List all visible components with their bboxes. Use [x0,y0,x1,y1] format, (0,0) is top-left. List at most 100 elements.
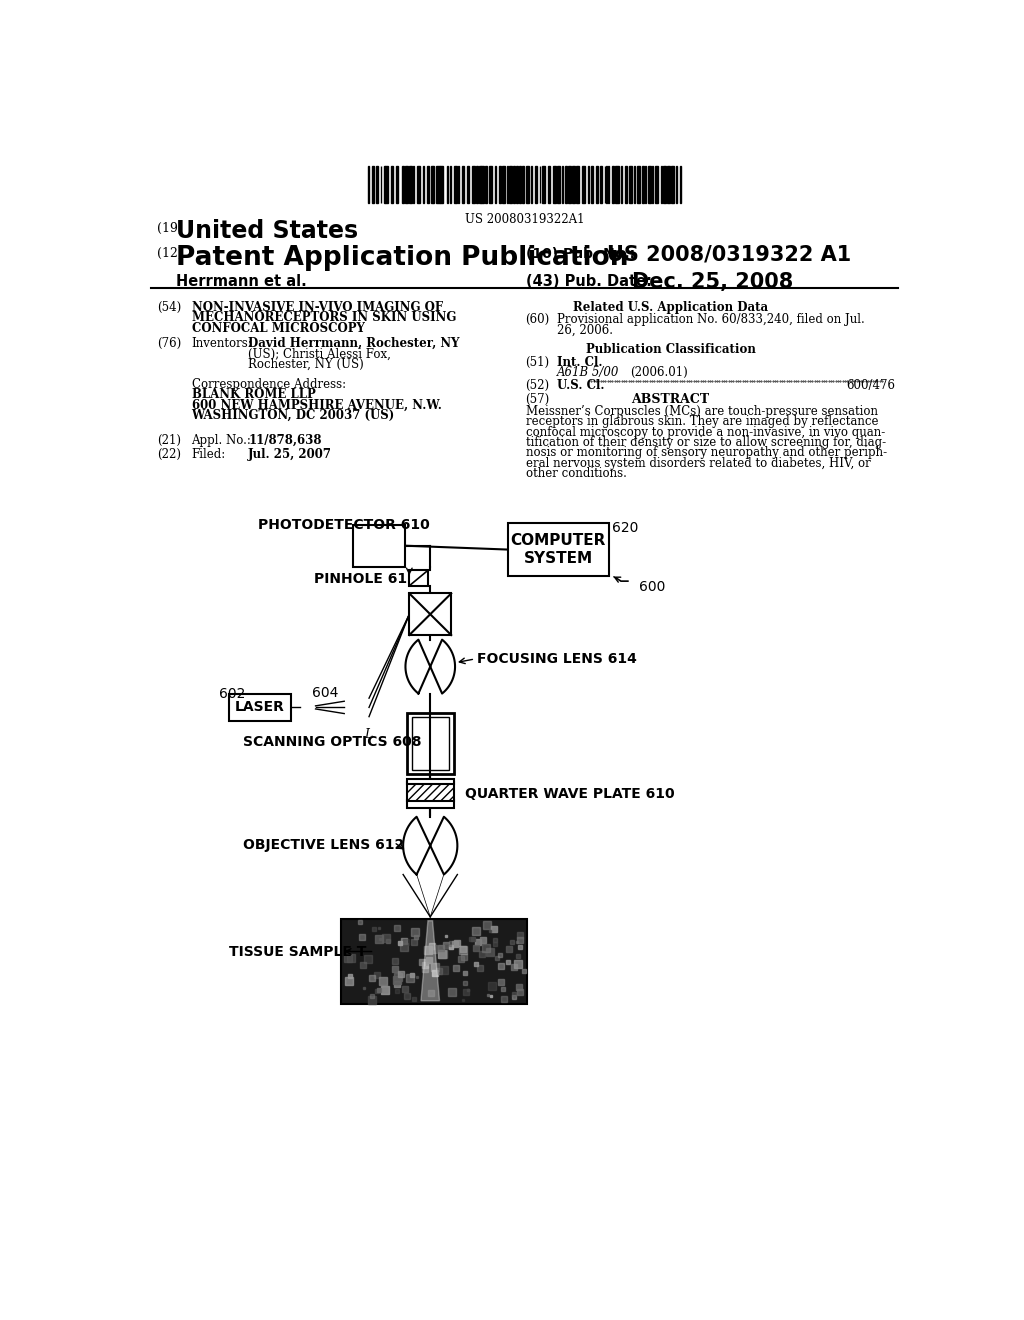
Text: confocal microscopy to provide a non-invasive, in vivo quan-: confocal microscopy to provide a non-inv… [525,425,885,438]
Text: (57): (57) [525,393,550,407]
Bar [476,166,477,203]
Text: 11/878,638: 11/878,638 [248,434,322,447]
Text: (43) Pub. Date:: (43) Pub. Date: [525,275,651,289]
Bar [568,166,571,203]
Text: (52): (52) [525,379,550,392]
Text: other conditions.: other conditions. [525,467,627,480]
Text: (54): (54) [158,301,181,314]
Bar [663,166,666,203]
Text: SCANNING OPTICS 608: SCANNING OPTICS 608 [243,735,421,748]
Bar [655,166,658,203]
Text: tification of their density or size to allow screening for, diag-: tification of their density or size to a… [525,436,886,449]
Bar [341,919,527,1003]
Bar [637,166,640,203]
Text: FOCUSING LENS 614: FOCUSING LENS 614 [477,652,637,665]
Text: Int. Cl.: Int. Cl. [557,355,602,368]
Text: (2006.01): (2006.01) [630,366,688,379]
Bar [440,166,443,203]
Bar [410,570,428,586]
Bar [630,166,632,203]
Bar [410,166,412,203]
Bar [572,166,575,203]
Bar [652,166,653,203]
Bar [553,166,556,203]
Text: (76): (76) [158,337,181,350]
Bar [648,166,651,203]
Bar [596,166,598,203]
Text: eral nervous system disorders related to diabetes, HIV, or: eral nervous system disorders related to… [525,457,870,470]
Text: 602: 602 [219,688,246,701]
Bar [423,166,424,203]
Bar [436,166,439,203]
Bar [455,166,457,203]
Bar [500,166,501,203]
Bar [592,166,593,203]
Bar [548,166,550,203]
Bar [484,166,486,203]
Text: (21): (21) [158,434,181,447]
Text: Jul. 25, 2007: Jul. 25, 2007 [248,447,332,461]
Text: (19): (19) [158,222,183,235]
Bar [396,166,398,203]
Text: PINHOLE 616: PINHOLE 616 [314,572,417,586]
Text: (10) Pub. No.:: (10) Pub. No.: [525,247,635,261]
Bar [557,166,560,203]
Text: Herrmann et al.: Herrmann et al. [176,275,307,289]
Text: NON-INVASIVE IN-VIVO IMAGING OF: NON-INVASIVE IN-VIVO IMAGING OF [191,301,442,314]
Bar [542,166,545,203]
Bar [521,166,524,203]
Bar [479,166,480,203]
Text: COMPUTER
SYSTEM: COMPUTER SYSTEM [510,533,606,566]
Bar [462,166,464,203]
Bar [385,166,388,203]
Bar [401,166,403,203]
Text: OBJECTIVE LENS 612: OBJECTIVE LENS 612 [243,838,403,851]
Bar [607,166,609,203]
Bar [509,166,512,203]
Text: Meissner’s Corpuscles (MCs) are touch-pressure sensation: Meissner’s Corpuscles (MCs) are touch-pr… [525,405,878,418]
Text: 620: 620 [612,521,639,535]
Bar [611,166,614,203]
Text: MECHANORECEPTORS IN SKIN USING: MECHANORECEPTORS IN SKIN USING [191,312,456,325]
Bar [427,166,429,203]
Text: (12): (12) [158,247,183,260]
Bar [407,781,454,801]
Bar [672,166,675,203]
Bar [376,166,378,203]
Bar [446,166,449,203]
Text: Correspondence Address:: Correspondence Address: [191,378,346,391]
Bar [503,166,506,203]
Text: 604: 604 [312,686,339,700]
Text: Appl. No.:: Appl. No.: [191,434,252,447]
Bar [228,693,291,721]
Text: PHOTODETECTOR 610: PHOTODETECTOR 610 [258,517,430,532]
Text: U.S. Cl.: U.S. Cl. [557,379,604,392]
Bar [667,166,670,203]
Bar [526,166,529,203]
Bar [508,523,608,576]
Bar [407,800,454,808]
Bar [645,166,646,203]
Text: David Herrmann, Rochester, NY: David Herrmann, Rochester, NY [248,337,460,350]
Text: L: L [365,729,373,742]
Text: Rochester, NY (US): Rochester, NY (US) [248,358,364,371]
Text: 26, 2006.: 26, 2006. [557,323,612,337]
Bar [410,594,452,635]
Text: US 20080319322A1: US 20080319322A1 [465,213,585,226]
Text: 600: 600 [640,579,666,594]
Text: Provisional application No. 60/833,240, filed on Jul.: Provisional application No. 60/833,240, … [557,313,864,326]
Text: LASER: LASER [234,701,285,714]
Text: (51): (51) [525,355,550,368]
Text: United States: United States [176,219,358,243]
Bar [407,779,454,784]
Text: 600 NEW HAMPSHIRE AVENUE, N.W.: 600 NEW HAMPSHIRE AVENUE, N.W. [191,399,441,412]
Bar [588,166,589,203]
Bar [472,166,475,203]
Bar [352,525,406,566]
Polygon shape [406,640,455,693]
Bar [642,166,644,203]
Bar [615,166,618,203]
Bar [513,166,515,203]
Text: (60): (60) [525,313,550,326]
Text: Filed:: Filed: [191,447,226,461]
